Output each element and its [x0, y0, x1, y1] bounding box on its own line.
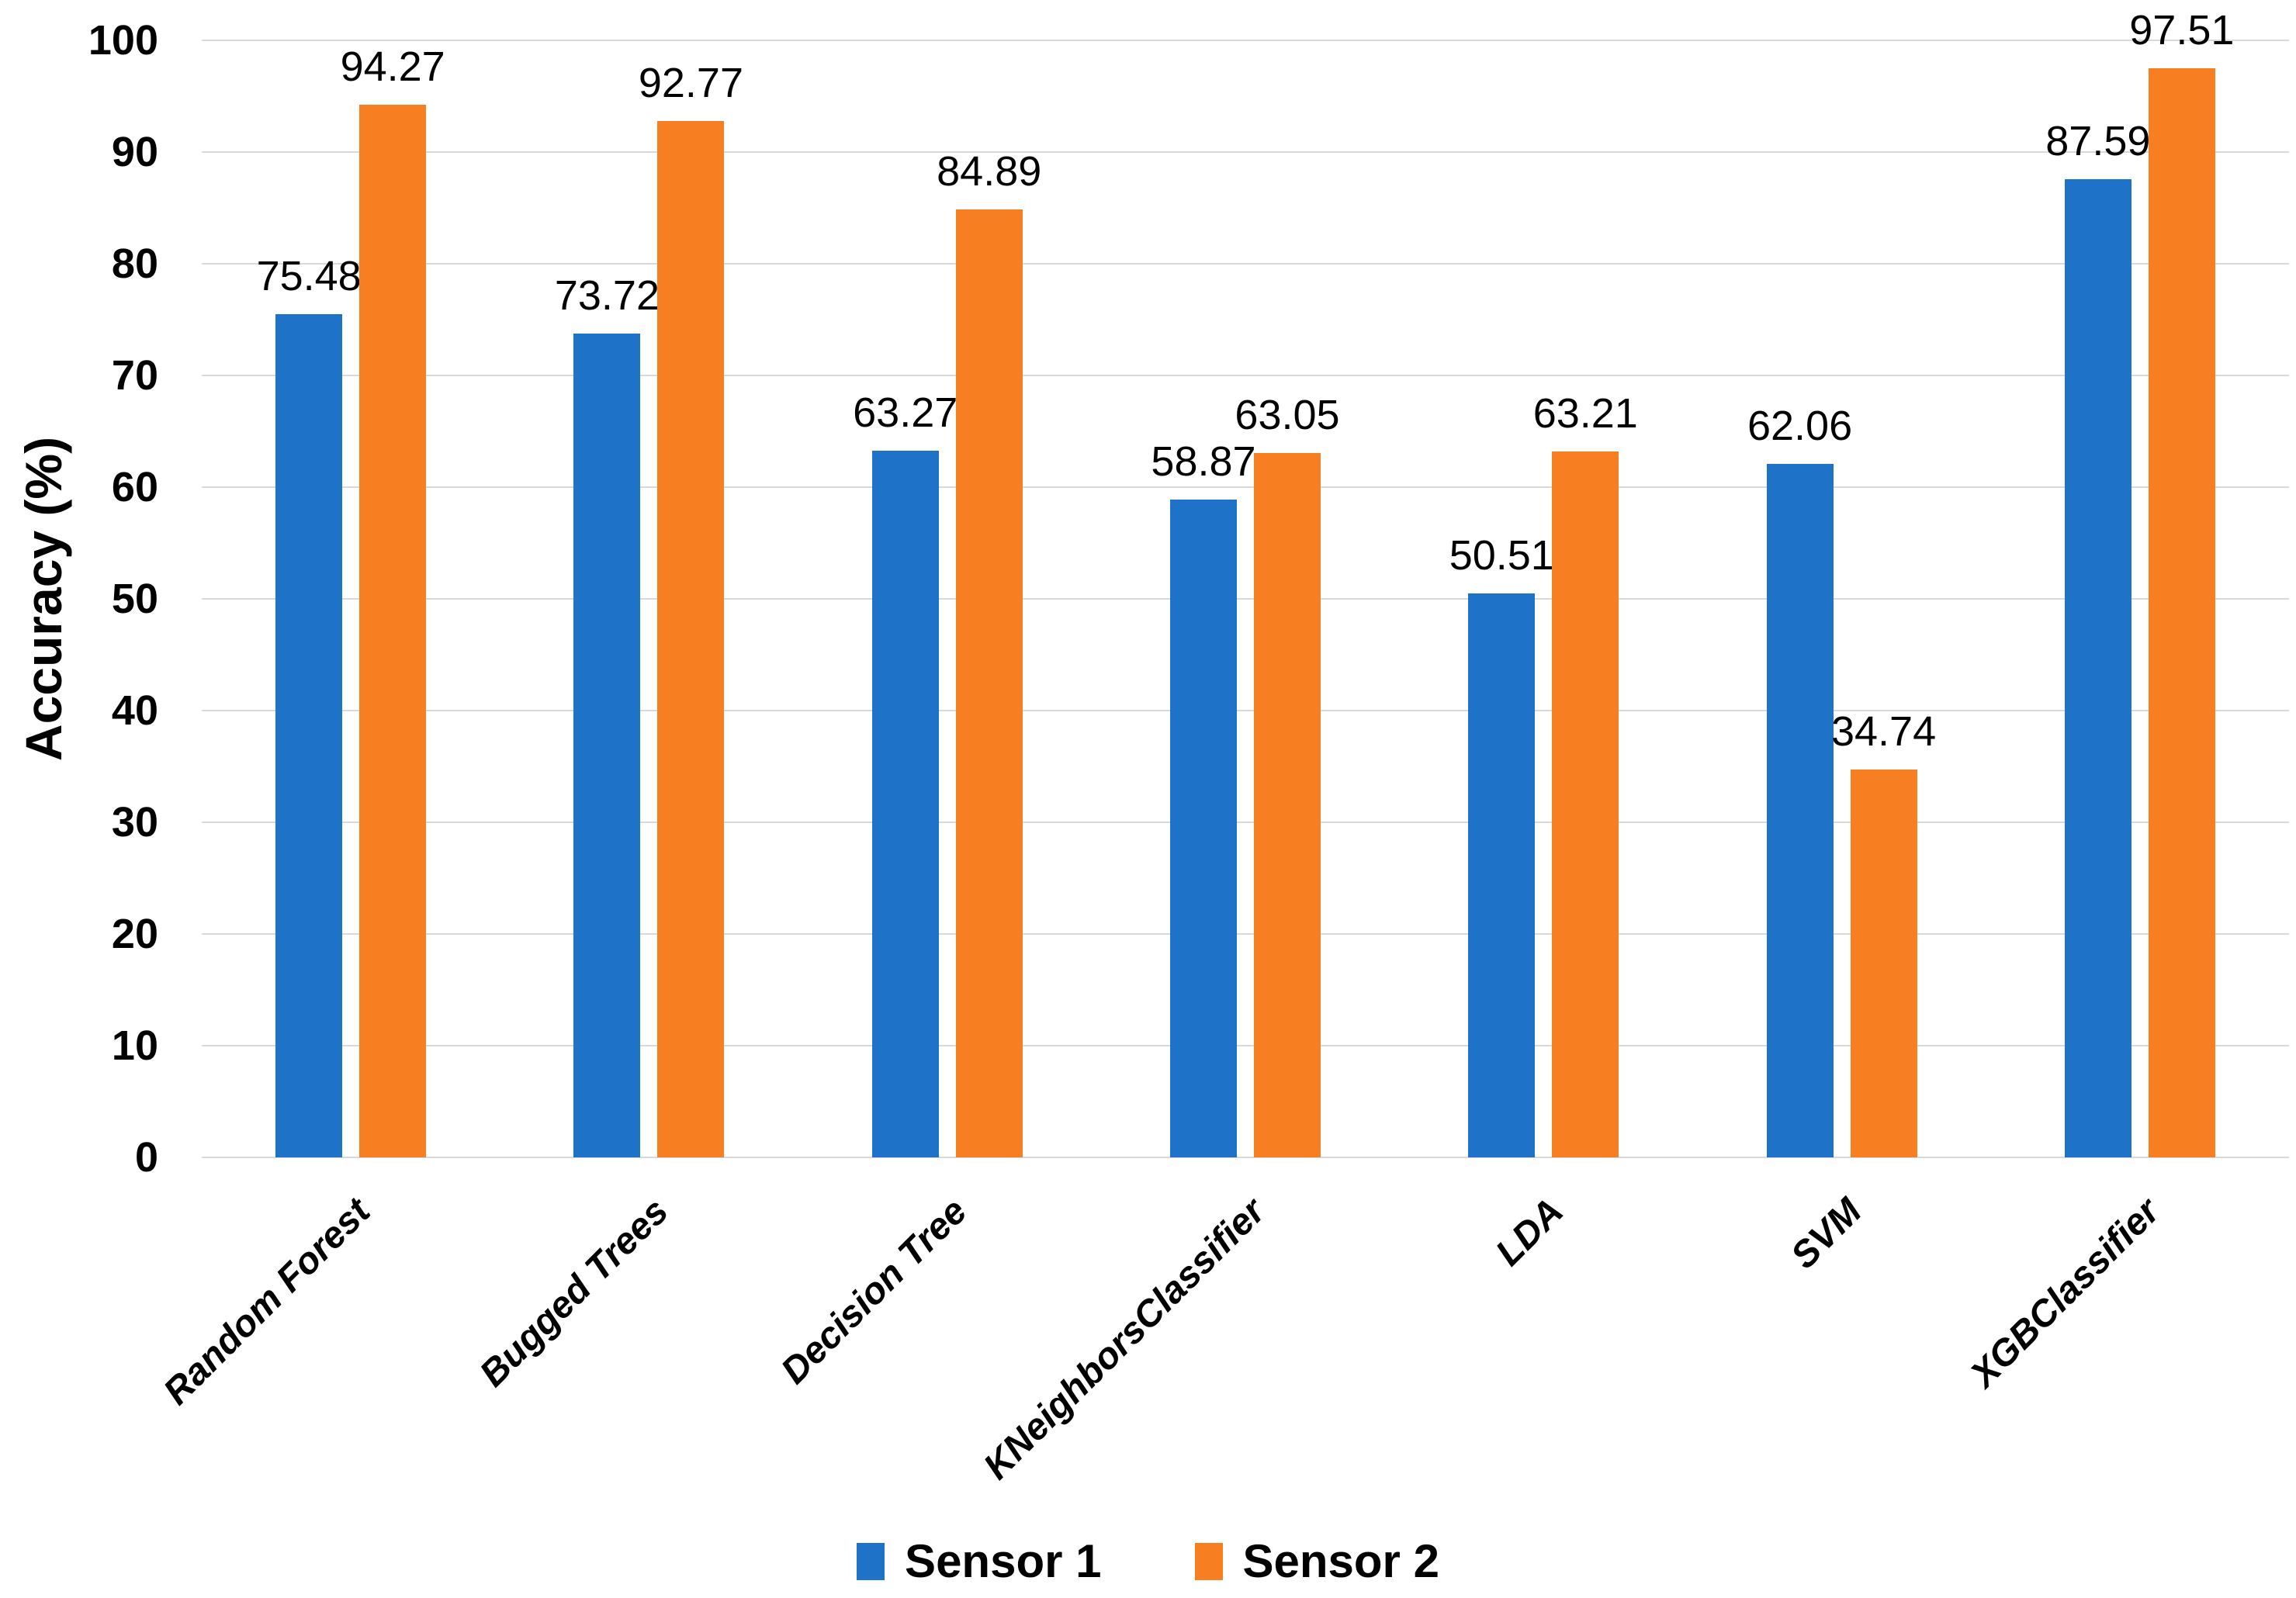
bar-sensor2: 97.51 [2129, 9, 2234, 1157]
y-tick-label: 70 [111, 352, 158, 399]
gridline [202, 486, 2289, 488]
bar-group: 73.72 92.77 [500, 40, 798, 1157]
bar-value-label: 63.21 [1532, 389, 1638, 437]
legend-item: Sensor 1 [857, 1534, 1102, 1587]
gridline [202, 375, 2289, 376]
gridline [202, 933, 2289, 935]
bar-group: 50.51 63.21 [1394, 40, 1692, 1157]
bar-value-label: 87.59 [2045, 117, 2151, 164]
bar-value-label: 92.77 [638, 60, 743, 107]
x-axis-cell: LDA [1394, 1157, 1692, 1545]
y-tick-label: 80 [111, 240, 158, 287]
category-label: SVM [1782, 1190, 1869, 1277]
y-tick-label: 90 [111, 129, 158, 175]
bar-sensor1: 87.59 [2045, 120, 2150, 1157]
bar-sensor1: 75.48 [257, 255, 362, 1157]
bar-groups: 75.48 94.27 73.72 92.77 63.27 84.89 58.87 63.05… [202, 9, 2289, 1157]
bar-value-label: 62.06 [1747, 403, 1853, 450]
legend-swatch-sensor1 [857, 1542, 885, 1580]
gridline [202, 151, 2289, 153]
gridline [202, 598, 2289, 600]
gridline [202, 263, 2289, 265]
bar-value-label: 63.05 [1235, 392, 1340, 439]
y-tick-label: 50 [111, 576, 158, 622]
x-axis-cell: SVM [1692, 1157, 1990, 1545]
bar-value-label: 84.89 [937, 147, 1042, 195]
bar-group: 87.59 97.51 [1991, 9, 2289, 1157]
y-axis-ticks: 0 10 20 30 40 50 60 70 80 90 100 [0, 19, 160, 1178]
bar-group: 58.87 63.05 [1096, 40, 1394, 1157]
bar-value-label: 63.27 [853, 389, 958, 436]
x-axis-cell: KNeighborsClassifier [976, 1157, 1394, 1545]
legend-swatch-sensor2 [1194, 1542, 1223, 1580]
gridline [202, 40, 2289, 41]
bar-group: 62.06 34.74 [1692, 40, 1990, 1157]
gridline [202, 710, 2289, 711]
bar-value-label: 50.51 [1449, 531, 1554, 579]
category-label: Decision Tree [773, 1190, 975, 1392]
bar-group: 63.27 84.89 [798, 40, 1096, 1157]
bar-value-label: 75.48 [256, 253, 362, 300]
y-tick-label: 60 [111, 464, 158, 510]
y-tick-label: 100 [88, 17, 158, 64]
category-label: LDA [1487, 1190, 1571, 1275]
bar-sensor2: 63.05 [1235, 394, 1340, 1157]
legend-item: Sensor 2 [1194, 1534, 1439, 1587]
bar-value-label: 58.87 [1151, 438, 1256, 486]
legend: Sensor 1 Sensor 2 [0, 1532, 2296, 1590]
bar-value-label: 97.51 [2129, 6, 2235, 54]
bar-sensor1: 58.87 [1151, 441, 1256, 1157]
bar-sensor2: 63.21 [1533, 393, 1638, 1157]
y-tick-label: 0 [134, 1134, 158, 1181]
bar-sensor2: 92.77 [639, 62, 743, 1157]
bar-value-label: 73.72 [554, 272, 660, 320]
bar-sensor1: 62.06 [1747, 405, 1852, 1157]
x-axis-labels: Random Forest Bugged Trees Decision Tree KN… [156, 1157, 2289, 1545]
x-axis-cell: Decision Tree [774, 1157, 1096, 1545]
gridline [202, 821, 2289, 823]
x-axis-cell: Random Forest [156, 1157, 500, 1545]
y-tick-label: 30 [111, 799, 158, 846]
x-axis-cell: XGBClassifier [1962, 1157, 2289, 1545]
legend-label: Sensor 2 [1242, 1534, 1439, 1587]
bar-sensor2: 94.27 [341, 46, 445, 1157]
bar-value-label: 94.27 [340, 43, 445, 90]
y-tick-label: 40 [111, 687, 158, 734]
y-tick-label: 10 [111, 1022, 158, 1069]
bar-group: 75.48 94.27 [202, 40, 500, 1157]
legend-label: Sensor 1 [905, 1534, 1102, 1587]
bar-sensor2: 34.74 [1831, 711, 1936, 1157]
category-label: XGBClassifier [1962, 1190, 2168, 1396]
bar-sensor1: 50.51 [1449, 534, 1554, 1157]
plot-area: 75.48 94.27 73.72 92.77 63.27 84.89 58.87 63.05… [202, 9, 2289, 1158]
y-tick-label: 20 [111, 911, 158, 957]
bar-sensor2: 84.89 [937, 150, 1041, 1157]
category-label: Bugged Trees [472, 1190, 677, 1396]
bar-sensor1: 63.27 [853, 392, 958, 1157]
x-axis-cell: Bugged Trees [473, 1157, 798, 1545]
bar-sensor1: 73.72 [555, 275, 660, 1157]
category-label: Random Forest [156, 1190, 379, 1413]
gridline [202, 1045, 2289, 1046]
bar-value-label: 34.74 [1830, 707, 1937, 755]
gridline [202, 1157, 2289, 1158]
